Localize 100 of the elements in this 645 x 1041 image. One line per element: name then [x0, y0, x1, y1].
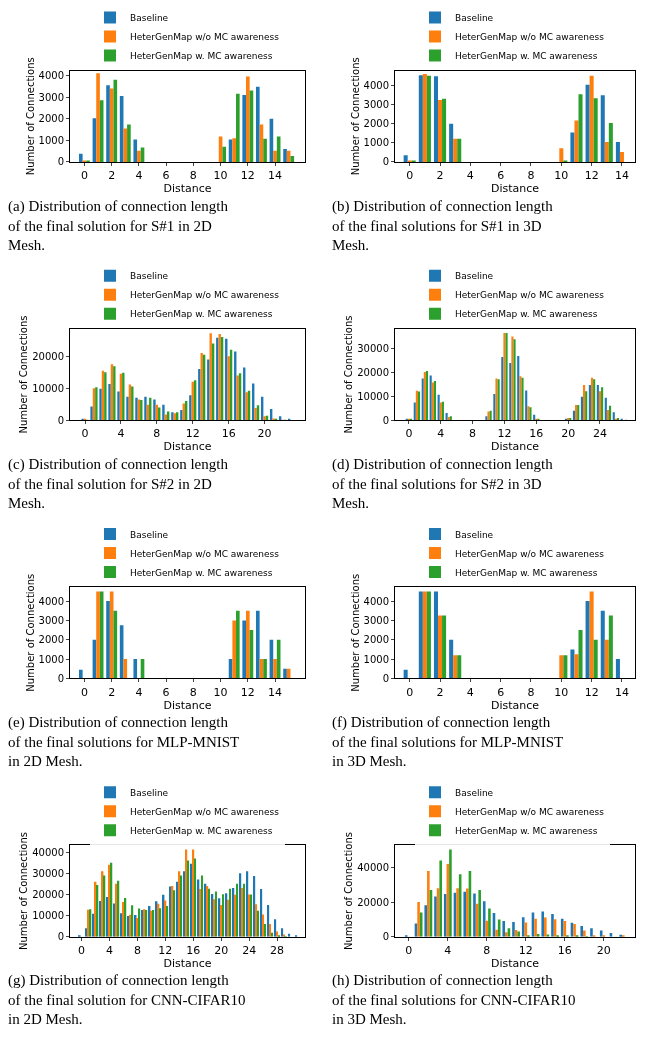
- bar: [600, 610, 605, 679]
- x-tick-label: 4: [135, 169, 143, 183]
- x-axis-title: Distance: [163, 956, 212, 970]
- bar: [517, 355, 520, 421]
- x-axis-title: Distance: [490, 956, 540, 970]
- y-tick-label: 2000: [363, 634, 389, 646]
- bar: [421, 378, 424, 421]
- bar: [253, 876, 256, 937]
- x-axis-title: Distance: [163, 182, 212, 196]
- x-tick-label: 6: [497, 685, 505, 699]
- y-tick-label: 3000: [363, 614, 389, 626]
- text: (c) Distribution of connection length of the final solution for S#2 in 2D Mesh.: [8, 456, 229, 511]
- bar: [215, 891, 218, 937]
- bar: [590, 928, 593, 937]
- x-tick-label: 14: [614, 685, 629, 699]
- y-axis-title: Number of Connections: [18, 831, 30, 950]
- x-tick-label: 20: [561, 427, 576, 441]
- x-tick-label: 8: [469, 427, 477, 441]
- x-tick-label: 16: [557, 943, 572, 957]
- bar: [501, 357, 504, 421]
- bar: [585, 391, 588, 421]
- y-tick-label: 0: [382, 414, 389, 426]
- bar: [601, 387, 604, 421]
- bar: [234, 894, 237, 937]
- x-tick-label: 8: [527, 685, 535, 699]
- legend-label: HeterGenMap w. MC awareness: [455, 51, 598, 61]
- bar: [551, 913, 554, 937]
- bar: [267, 904, 270, 937]
- bar: [443, 894, 447, 937]
- bar: [269, 923, 272, 937]
- bar: [232, 138, 237, 162]
- bar: [606, 409, 609, 421]
- y-tick-label: 1000: [38, 134, 64, 146]
- legend-label: HeterGenMap w. MC awareness: [130, 825, 273, 836]
- y-tick-label: 20000: [357, 367, 389, 379]
- bar: [429, 375, 432, 421]
- x-tick-label: 10: [554, 685, 569, 699]
- legend-label: HeterGenMap w. MC awareness: [130, 309, 273, 320]
- y-tick-label: 1000: [38, 653, 64, 665]
- bar: [222, 146, 227, 162]
- bar: [133, 659, 138, 679]
- bar: [236, 883, 238, 937]
- bar: [437, 394, 440, 421]
- x-tick-label: 28: [270, 943, 285, 957]
- bar: [246, 610, 250, 679]
- bar: [199, 889, 202, 937]
- bar: [113, 610, 118, 679]
- y-tick-label: 0: [382, 156, 389, 168]
- x-tick-label: 2: [108, 169, 116, 183]
- y-axis-title: Number of Connections: [24, 573, 36, 692]
- x-tick-label: 16: [529, 427, 544, 441]
- bar: [99, 388, 102, 421]
- x-tick-label: 0: [405, 427, 413, 441]
- bar: [227, 356, 230, 421]
- bar: [153, 399, 156, 421]
- bar: [260, 889, 263, 937]
- legend-label: HeterGenMap w. MC awareness: [455, 567, 598, 578]
- x-tick-label: 2: [108, 685, 116, 699]
- bar: [572, 410, 576, 421]
- bar: [241, 888, 244, 937]
- legend-label: HeterGenMap w. MC awareness: [455, 825, 598, 836]
- bar: [276, 931, 278, 937]
- bar: [433, 591, 439, 679]
- bar: [127, 124, 131, 162]
- y-tick-label: 10000: [32, 910, 64, 922]
- y-tick-label: 3000: [363, 99, 389, 111]
- y-tick-label: 30000: [357, 343, 389, 355]
- bar: [222, 894, 224, 937]
- bar: [207, 359, 210, 421]
- bar: [574, 654, 579, 679]
- y-tick-label: 4000: [38, 70, 64, 81]
- bar: [426, 591, 431, 679]
- x-tick-label: 4: [117, 427, 125, 441]
- x-tick-label: 12: [240, 169, 255, 183]
- bar: [534, 918, 537, 937]
- text: (e) Distribution of connection length of the final solutions for MLP-MNIST in 2D Mesh.: [8, 714, 240, 769]
- legend-label: HeterGenMap w. MC awareness: [130, 567, 273, 578]
- x-tick-label: 2: [436, 685, 444, 699]
- bar: [426, 75, 431, 162]
- bar: [133, 139, 138, 162]
- bar: [578, 630, 583, 679]
- y-axis-title: Number of Connections: [343, 831, 355, 950]
- bar: [525, 390, 528, 421]
- bar: [609, 405, 612, 421]
- bar: [227, 899, 230, 937]
- bar: [263, 138, 267, 162]
- x-tick-label: 4: [105, 943, 113, 957]
- x-tick-label: 10: [213, 169, 228, 183]
- x-tick-label: 12: [518, 943, 533, 957]
- y-tick-label: 2000: [38, 634, 64, 646]
- bar: [588, 384, 591, 421]
- bar: [106, 601, 110, 679]
- x-axis-title: Distance: [490, 182, 540, 196]
- bar: [413, 402, 416, 421]
- bar: [449, 639, 454, 679]
- x-tick-label: 4: [437, 427, 445, 441]
- legend-label: Baseline: [455, 13, 494, 23]
- bar: [213, 899, 216, 937]
- bar: [131, 905, 134, 937]
- bar: [422, 73, 427, 162]
